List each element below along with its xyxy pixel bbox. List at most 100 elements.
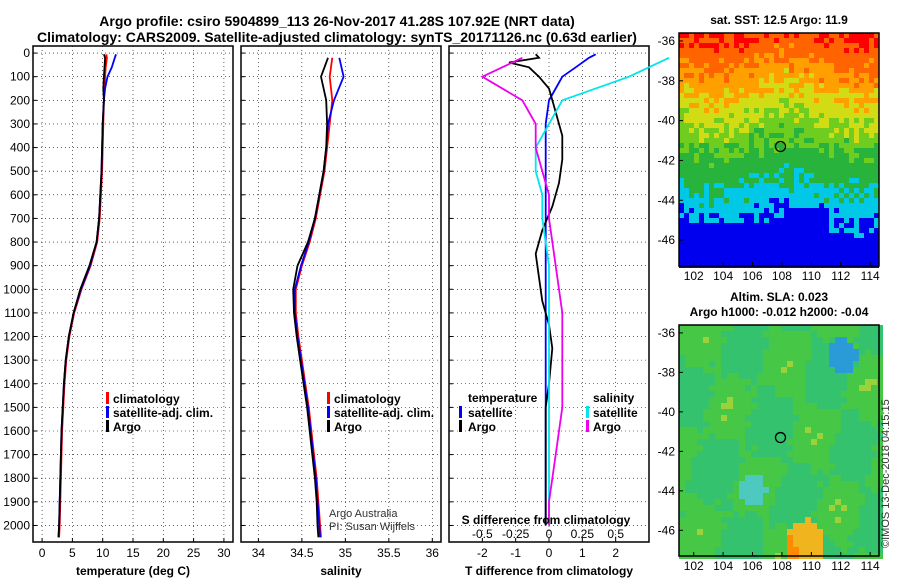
map-cell bbox=[751, 487, 757, 493]
map-cell bbox=[799, 168, 804, 173]
map-cell bbox=[769, 547, 775, 553]
map-cell bbox=[714, 118, 719, 123]
map-cell bbox=[794, 43, 799, 48]
map-cell bbox=[841, 457, 847, 463]
s-difference-axis-title: S difference from climatology bbox=[462, 513, 631, 527]
map-cell bbox=[849, 218, 854, 223]
map-cell bbox=[745, 325, 751, 331]
map-cell bbox=[817, 499, 823, 505]
map-cell bbox=[859, 361, 865, 367]
map-cell bbox=[763, 361, 769, 367]
map-cell bbox=[739, 178, 744, 183]
map-cell bbox=[759, 33, 764, 38]
map-cell bbox=[871, 361, 877, 367]
map-cell bbox=[697, 337, 703, 343]
map-cell bbox=[779, 203, 784, 208]
map-cell bbox=[699, 173, 704, 178]
map-cell bbox=[734, 103, 739, 108]
map-cell bbox=[871, 397, 877, 403]
sst-map-title: sat. SST: 12.5 Argo: 11.9 bbox=[710, 13, 848, 27]
map-cell bbox=[721, 433, 727, 439]
map-cell bbox=[739, 193, 744, 198]
map-cell bbox=[774, 208, 779, 213]
map-cell bbox=[694, 133, 699, 138]
map-cell bbox=[854, 208, 859, 213]
map-cell bbox=[871, 325, 877, 331]
map-cell bbox=[854, 48, 859, 53]
map-cell bbox=[859, 433, 865, 439]
map-cell bbox=[779, 183, 784, 188]
map-cell bbox=[834, 148, 839, 153]
map-cell bbox=[829, 361, 835, 367]
s-tick-label: -0.25 bbox=[502, 527, 530, 541]
map-cell bbox=[805, 463, 811, 469]
map-cell bbox=[814, 128, 819, 133]
map-cell bbox=[811, 331, 817, 337]
map-cell bbox=[679, 547, 685, 553]
map-cell bbox=[814, 73, 819, 78]
map-cell bbox=[841, 403, 847, 409]
map-cell bbox=[749, 118, 754, 123]
map-cell bbox=[864, 58, 869, 63]
map-cell bbox=[679, 529, 685, 535]
map-cell bbox=[841, 385, 847, 391]
map-cell bbox=[769, 243, 774, 248]
map-cell bbox=[805, 523, 811, 529]
map-cell bbox=[749, 213, 754, 218]
map-cell bbox=[769, 499, 775, 505]
sla-map-title: Altim. SLA: 0.023 bbox=[730, 290, 828, 304]
x-tick-label: 35.5 bbox=[377, 546, 401, 560]
map-cell bbox=[789, 258, 794, 263]
map-cell bbox=[691, 529, 697, 535]
map-cell bbox=[817, 403, 823, 409]
map-cell bbox=[749, 188, 754, 193]
map-cell bbox=[804, 53, 809, 58]
map-cell bbox=[799, 258, 804, 263]
map-cell bbox=[829, 128, 834, 133]
map-cell bbox=[691, 427, 697, 433]
map-cell bbox=[859, 427, 865, 433]
map-cell bbox=[804, 78, 809, 83]
map-cell bbox=[714, 58, 719, 63]
map-cell bbox=[745, 397, 751, 403]
map-cell bbox=[787, 427, 793, 433]
map-cell bbox=[751, 547, 757, 553]
map-cell bbox=[844, 38, 849, 43]
map-cell bbox=[869, 208, 874, 213]
map-cell bbox=[849, 223, 854, 228]
map-cell bbox=[869, 188, 874, 193]
depth-tick-label: 1100 bbox=[4, 306, 30, 320]
map-cell bbox=[859, 379, 865, 385]
map-cell bbox=[793, 535, 799, 541]
map-cell bbox=[745, 505, 751, 511]
map-cell bbox=[841, 445, 847, 451]
map-cell bbox=[819, 68, 824, 73]
map-cell bbox=[787, 529, 793, 535]
map-cell bbox=[854, 178, 859, 183]
map-cell bbox=[814, 208, 819, 213]
map-cell bbox=[734, 33, 739, 38]
map-cell bbox=[679, 331, 685, 337]
map-cell bbox=[854, 58, 859, 63]
map-cell bbox=[764, 63, 769, 68]
map-cell bbox=[859, 391, 865, 397]
map-cell bbox=[679, 228, 684, 233]
map-cell bbox=[704, 53, 709, 58]
map-cell bbox=[859, 193, 864, 198]
map-cell bbox=[739, 523, 745, 529]
map-cell bbox=[814, 108, 819, 113]
map-cell bbox=[721, 367, 727, 373]
map-cell bbox=[814, 183, 819, 188]
map-cell bbox=[759, 193, 764, 198]
map-cell bbox=[739, 457, 745, 463]
map-cell bbox=[784, 88, 789, 93]
map-cell bbox=[799, 193, 804, 198]
map-cell bbox=[714, 153, 719, 158]
map-cell bbox=[704, 173, 709, 178]
map-cell bbox=[824, 168, 829, 173]
map-cell bbox=[844, 73, 849, 78]
map-cell bbox=[729, 178, 734, 183]
map-cell bbox=[839, 83, 844, 88]
map-cell bbox=[804, 108, 809, 113]
map-cell bbox=[844, 163, 849, 168]
